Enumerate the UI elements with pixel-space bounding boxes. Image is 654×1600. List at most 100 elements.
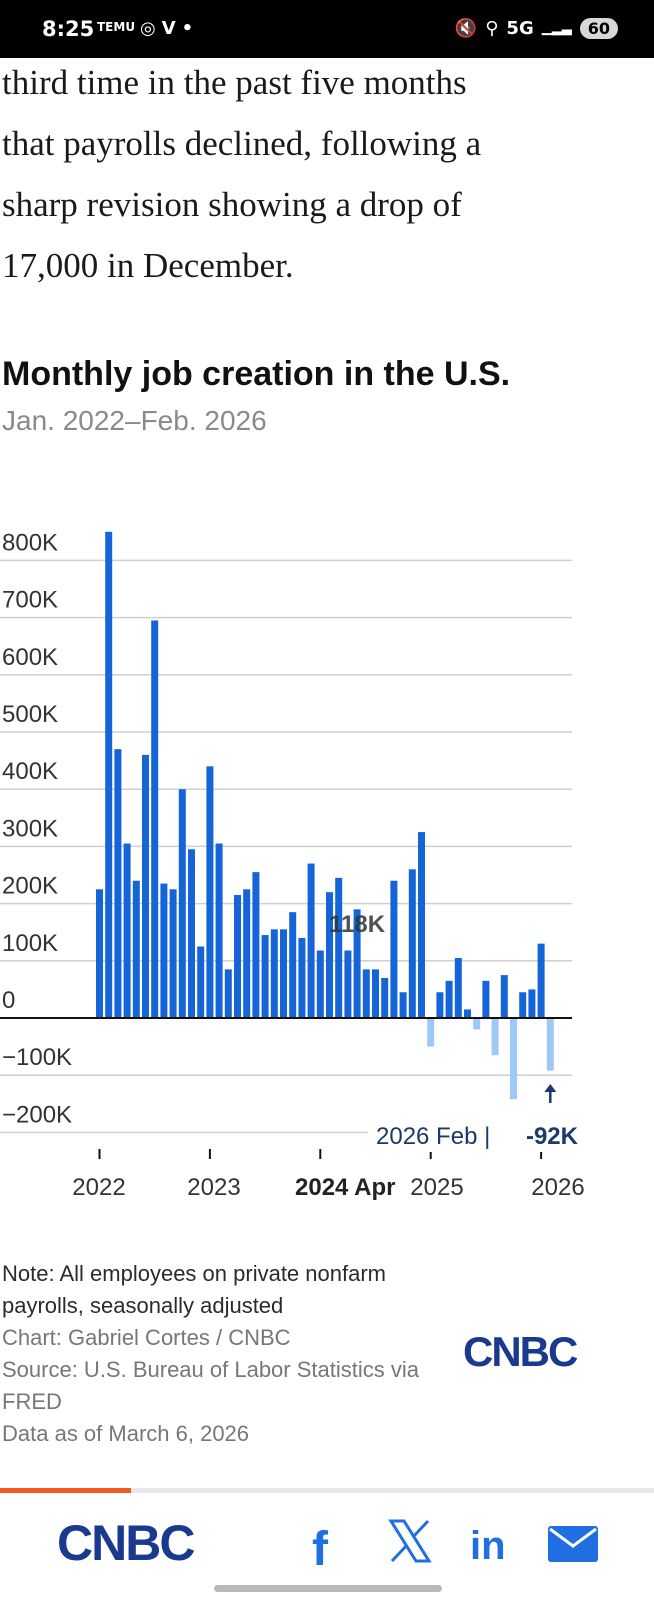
x-tick-label: 2022 [72, 1174, 125, 1200]
chart-notes: Note: All employees on private nonfarm p… [2, 1258, 447, 1450]
y-tick-label: 200K [2, 873, 58, 900]
callout-value: -92K [526, 1123, 579, 1150]
chart-bar [243, 889, 251, 1018]
article-line: sharp revision showing a drop of [2, 185, 462, 224]
status-time: 8:25 [42, 17, 95, 41]
job-creation-chart[interactable]: 800K 700K 600K 500K 400K 300K 200K 100K 0 −100K −2… [0, 500, 654, 1200]
chart-bar [160, 883, 168, 1018]
chart-bar [234, 895, 241, 1018]
chart-bar [132, 880, 140, 1018]
chart-bar [206, 766, 214, 1018]
chart-bar [114, 749, 122, 1018]
y-tick-label: 500K [2, 701, 58, 728]
chart-subtitle: Jan. 2022–Feb. 2026 [2, 405, 267, 436]
chart-source: Source: U.S. Bureau of Labor Statistics … [2, 1357, 419, 1414]
linkedin-icon[interactable]: in [470, 1524, 506, 1568]
y-tick-label: −200K [2, 1101, 72, 1128]
callout-background [368, 1118, 580, 1152]
chart-bar [178, 789, 186, 1018]
chart-bar [362, 969, 370, 1018]
chart-bar [316, 950, 324, 1018]
chart-bar [335, 877, 343, 1018]
article-line: that payrolls declined, following a [2, 124, 482, 163]
chart-bar [491, 1018, 499, 1056]
chart-bar [537, 943, 545, 1018]
chart-bar [151, 620, 159, 1018]
chart-bar [344, 950, 352, 1018]
chart-bar [224, 969, 232, 1018]
chart-bar [270, 929, 278, 1018]
chart-bar [399, 992, 407, 1018]
y-tick-label: 400K [2, 758, 58, 785]
chart-bar [252, 872, 260, 1018]
status-right-icons: 🔇 ⚲ 5G ▁▂▃ 60 [455, 18, 618, 39]
location-icon: ⚲ [485, 18, 499, 39]
chart-bar [546, 1018, 554, 1071]
chart-bar [123, 843, 131, 1018]
chart-bar [528, 989, 536, 1018]
chart-bar [289, 912, 297, 1018]
chart-bar [427, 1018, 435, 1047]
chart-bar [188, 849, 195, 1018]
chart-bar [454, 957, 462, 1018]
temu-app-icon: TEMU [97, 20, 136, 34]
chart-bar [280, 929, 287, 1018]
y-tick-label: 0 [2, 987, 15, 1014]
chart-bar [326, 892, 333, 1018]
signal-icon: ▁▂▃ [541, 21, 572, 36]
y-tick-label: 800K [2, 529, 58, 556]
reading-progress-track [0, 1488, 654, 1493]
chart-bar [215, 843, 223, 1018]
chart-bar [408, 869, 416, 1018]
chart-bar [519, 992, 527, 1018]
chart-bar [464, 1009, 471, 1018]
chart-bar [169, 889, 177, 1018]
cnbc-logo-chart: CNBC [463, 1328, 578, 1375]
callout-month: 2026 Feb | [376, 1123, 490, 1150]
chart-bar [142, 754, 149, 1018]
app-icon-globe: ◎ [140, 18, 162, 39]
x-tick-label: 2025 [410, 1174, 463, 1200]
email-icon[interactable] [548, 1526, 598, 1562]
chart-bar [482, 980, 490, 1018]
chart-bar [96, 889, 103, 1018]
cnbc-logo-footer[interactable]: CNBC [57, 1515, 195, 1571]
bottom-share-bar: CNBC f in [0, 1488, 654, 1600]
network-label: 5G [506, 18, 534, 39]
chart-note: Note: All employees on private nonfarm p… [2, 1261, 386, 1318]
article-body: third time in the past five months that … [2, 52, 622, 296]
article-line: third time in the past five months [2, 63, 467, 102]
chart-bar [418, 832, 425, 1018]
chart-bar [298, 937, 306, 1018]
chart-bar [307, 863, 315, 1018]
y-tick-label: 700K [2, 587, 58, 614]
x-tick-label: 2023 [187, 1174, 240, 1200]
x-tick-label: 2026 [531, 1174, 584, 1200]
chart-bar [473, 1018, 481, 1030]
status-bar: 8:25 TEMU ◎V• 🔇 ⚲ 5G ▁▂▃ 60 [0, 0, 654, 58]
chart-bar [105, 531, 113, 1018]
y-tick-label: 300K [2, 815, 58, 842]
bar-value-label: 118K [329, 911, 386, 938]
y-tick-label: 100K [2, 930, 58, 957]
chart-bar [390, 880, 398, 1018]
y-tick-label: 600K [2, 644, 58, 671]
chart-bar [445, 980, 453, 1018]
x-tick-label: 2024 Apr [295, 1174, 396, 1200]
article-line: 17,000 in December. [2, 246, 294, 285]
vpn-app-icon: ◎V• [140, 18, 200, 39]
chart-bar [436, 992, 444, 1018]
chart-date: Data as of March 6, 2026 [2, 1421, 250, 1446]
y-tick-label: −100K [2, 1044, 72, 1071]
chart-credit: Chart: Gabriel Cortes / CNBC [2, 1325, 291, 1350]
callout-arrow-head [544, 1084, 557, 1092]
chart-title: Monthly job creation in the U.S. [2, 355, 511, 393]
chart-bar [261, 935, 269, 1018]
home-indicator[interactable] [214, 1585, 442, 1592]
facebook-icon[interactable]: f [312, 1523, 328, 1576]
reading-progress-fill [0, 1488, 131, 1493]
chart-bar [353, 909, 361, 1018]
chart-bar [381, 977, 389, 1018]
x-icon[interactable] [388, 1518, 432, 1566]
chart-bar [197, 946, 205, 1018]
